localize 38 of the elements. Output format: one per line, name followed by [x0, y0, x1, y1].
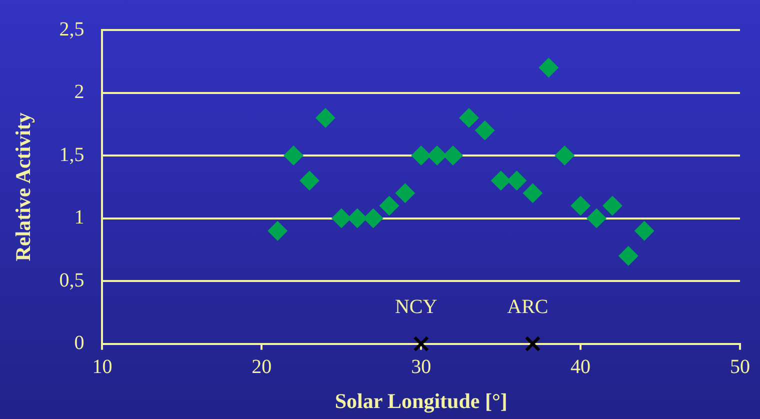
point: [570, 196, 591, 216]
point: [268, 220, 288, 241]
x-tick-label: 50: [730, 356, 750, 378]
y-tick-label: 2,5: [59, 18, 84, 40]
y-axis-title: Relative Activity: [11, 112, 36, 262]
y-tick-label: 0: [74, 332, 84, 354]
point: [586, 208, 606, 228]
point: [315, 108, 336, 128]
point: [634, 220, 654, 241]
x-axis-title: Solar Longitude [°]: [334, 388, 508, 413]
point: [538, 58, 559, 78]
point: [474, 120, 495, 140]
point: [458, 108, 479, 128]
point: [299, 170, 320, 191]
point: [618, 246, 638, 266]
y-tick-label: 0,5: [59, 269, 84, 292]
point: [347, 208, 368, 228]
point: [524, 336, 541, 352]
point: [331, 208, 352, 228]
point: [506, 170, 527, 191]
point: [602, 196, 622, 216]
point: [395, 183, 416, 204]
point: [522, 183, 543, 204]
x-tick-label: 10: [92, 356, 112, 378]
point: [490, 170, 511, 191]
annotation: ARC: [507, 296, 548, 318]
x-tick-label: 40: [570, 356, 591, 378]
point: [284, 146, 304, 166]
point: [413, 336, 429, 352]
y-tick-label: 1,5: [59, 144, 84, 166]
x-tick-label: 20: [252, 356, 272, 378]
point: [554, 146, 575, 166]
y-tick-label: 1: [74, 206, 84, 229]
x-tick-label: 30: [411, 356, 432, 378]
annotation: NCY: [394, 296, 438, 318]
y-tick-label: 2: [74, 81, 84, 104]
point: [379, 196, 400, 216]
point: [363, 208, 384, 228]
